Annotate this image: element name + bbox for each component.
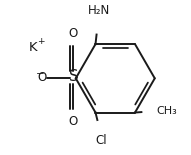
- Text: CH₃: CH₃: [156, 106, 177, 116]
- Text: −: −: [36, 69, 45, 79]
- Text: O: O: [69, 27, 78, 40]
- Text: H₂N: H₂N: [87, 4, 110, 17]
- Text: +: +: [37, 37, 45, 46]
- Text: O: O: [37, 71, 47, 84]
- Text: K: K: [29, 41, 37, 54]
- Text: O: O: [69, 115, 78, 128]
- Text: S: S: [69, 69, 78, 84]
- Text: Cl: Cl: [95, 134, 107, 147]
